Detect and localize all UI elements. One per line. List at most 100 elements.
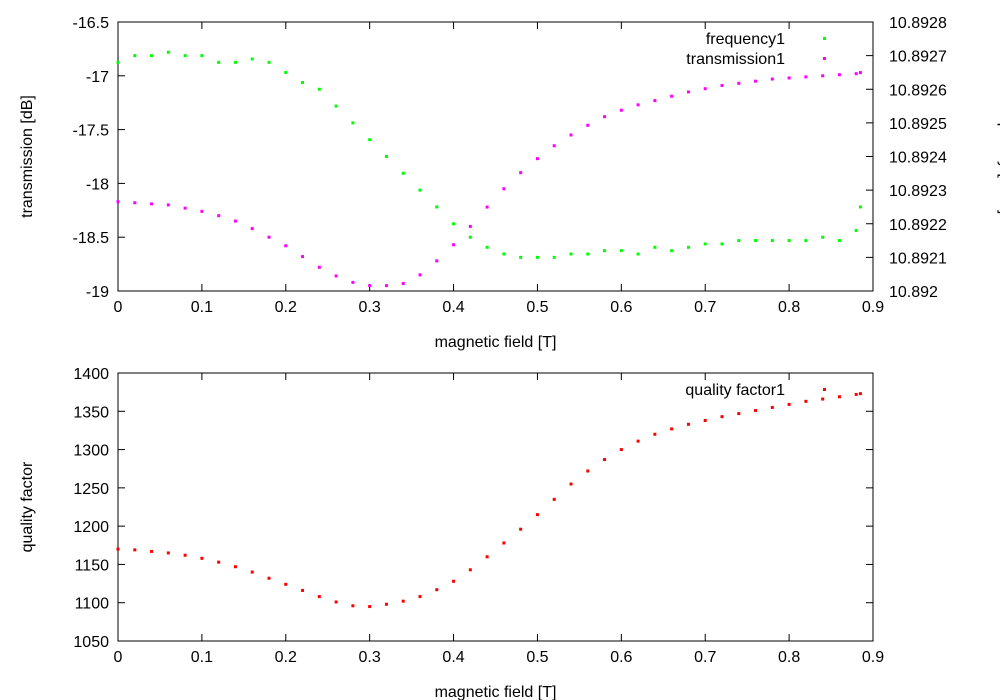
- y-tick-label: -16.5: [73, 15, 110, 32]
- y2-tick-label: 10.8925: [889, 116, 947, 133]
- data-point: [133, 548, 137, 552]
- data-point: [569, 482, 573, 486]
- data-point: [737, 412, 741, 416]
- data-point: [384, 284, 388, 288]
- data-point: [401, 599, 405, 603]
- data-point: [854, 72, 858, 76]
- data-point: [804, 239, 808, 243]
- data-point: [603, 458, 607, 462]
- data-point: [217, 214, 221, 218]
- transmission-frequency-chart: 0 0.1 0.2 0.3 0.4 0.5 0.6 0.7 0.8 0.9 -16.5 -17 -17.…: [19, 15, 1000, 351]
- data-point: [569, 252, 573, 256]
- legend-label: quality factor1: [685, 382, 785, 399]
- data-point: [770, 239, 774, 243]
- data-point: [150, 54, 154, 58]
- data-point: [384, 155, 388, 158]
- data-point: [653, 99, 657, 103]
- data-point: [133, 54, 137, 58]
- data-point: [317, 265, 321, 269]
- data-point: [368, 605, 372, 609]
- y-tick-label: 1200: [73, 519, 109, 536]
- x-tick-label: 0.2: [275, 299, 297, 316]
- y2-axis-label: frequency [GHz]: [997, 99, 1000, 215]
- data-point: [821, 74, 825, 78]
- data-point: [217, 560, 221, 564]
- data-point: [468, 235, 472, 239]
- legend-marker: [823, 388, 826, 391]
- x-tick-label: 0: [114, 299, 123, 316]
- data-point: [519, 255, 523, 259]
- data-point: [703, 242, 707, 246]
- y-tick-label: -18: [86, 176, 109, 193]
- data-point: [284, 244, 288, 248]
- data-point: [636, 439, 640, 443]
- data-point: [334, 274, 338, 278]
- data-point: [468, 568, 472, 572]
- data-point: [301, 588, 305, 592]
- data-point: [301, 255, 305, 259]
- data-point: [720, 242, 724, 246]
- legend-label: frequency1: [706, 31, 785, 48]
- y-tick-label: -17: [86, 69, 109, 86]
- data-point: [636, 252, 640, 256]
- data-point: [452, 243, 456, 247]
- data-point: [435, 205, 439, 209]
- data-point: [485, 245, 489, 249]
- y2-tick-label: 10.8922: [889, 217, 947, 234]
- data-point: [217, 60, 221, 64]
- data-point: [267, 576, 271, 580]
- data-point: [837, 73, 841, 77]
- y-tick-label: -17.5: [73, 123, 110, 140]
- x-tick-label: 0.9: [862, 299, 884, 316]
- data-point: [418, 595, 422, 599]
- data-point: [586, 252, 590, 256]
- data-point: [250, 570, 254, 574]
- data-point: [116, 547, 120, 551]
- data-point: [166, 551, 170, 555]
- data-point: [418, 273, 422, 277]
- data-point: [401, 281, 405, 285]
- y-axis-label: quality factor: [19, 461, 36, 552]
- data-point: [535, 157, 539, 161]
- y-tick-label: 1150: [75, 557, 110, 574]
- data-point: [703, 87, 707, 91]
- data-point: [384, 602, 388, 606]
- data-point: [351, 604, 355, 608]
- data-point: [619, 249, 623, 253]
- data-point: [854, 228, 858, 232]
- x-tick-label: 0.1: [191, 649, 213, 666]
- x-tick-label: 0.7: [694, 649, 716, 666]
- data-point: [351, 280, 355, 284]
- x-tick-label: 0.4: [442, 649, 464, 666]
- data-point: [619, 108, 623, 112]
- data-point: [686, 245, 690, 249]
- data-point: [703, 418, 707, 422]
- data-point: [267, 60, 271, 64]
- plot-frame: [117, 372, 874, 642]
- legend-marker: [823, 57, 826, 60]
- data-point: [653, 245, 657, 249]
- data-point: [804, 75, 808, 79]
- data-point: [603, 115, 607, 119]
- data-point: [720, 83, 724, 87]
- data-point: [435, 588, 439, 592]
- data-point: [250, 227, 254, 231]
- data-point: [619, 448, 623, 452]
- y-tick-label: -19: [86, 284, 109, 301]
- data-point: [452, 579, 456, 583]
- data-point: [804, 399, 808, 403]
- data-point: [200, 54, 204, 58]
- data-point: [821, 235, 825, 239]
- x-tick-label: 0.9: [862, 649, 884, 666]
- data-point: [858, 205, 862, 209]
- y-tick-label: -18.5: [73, 230, 110, 247]
- data-point: [586, 123, 590, 127]
- data-point: [770, 405, 774, 409]
- y-tick-label: 1300: [73, 443, 109, 460]
- data-point: [519, 171, 523, 175]
- y2-tick-label: 10.8923: [889, 183, 947, 200]
- x-tick-label: 0: [114, 649, 123, 666]
- x-tick-label: 0.5: [526, 299, 548, 316]
- data-point: [150, 549, 154, 553]
